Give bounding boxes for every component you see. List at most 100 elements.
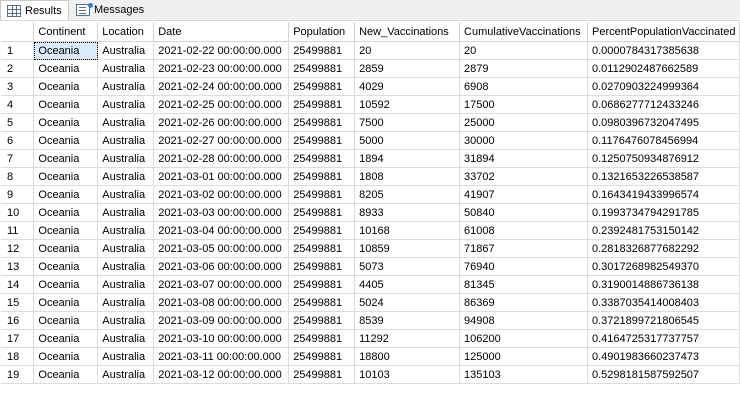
cumulative-vaccinations-cell[interactable]: 41907	[459, 185, 588, 204]
table-row[interactable]: 17 Oceania Australia 2021-03-10 00:00:00.00…	[1, 329, 740, 348]
continent-cell[interactable]: Oceania	[33, 95, 99, 114]
table-row[interactable]: 6 Oceania Australia 2021-02-27 00:00:00.000…	[1, 131, 740, 150]
continent-cell[interactable]: Oceania	[33, 113, 99, 132]
population-cell[interactable]: 25499881	[288, 41, 356, 60]
continent-cell[interactable]: Oceania	[33, 149, 99, 168]
percent-vaccinated-cell[interactable]: 0.1176476078456994	[587, 131, 740, 150]
new-vaccinations-cell[interactable]: 5024	[354, 293, 461, 312]
table-row[interactable]: 8 Oceania Australia 2021-03-01 00:00:00.000…	[1, 167, 740, 186]
continent-cell[interactable]: Oceania	[33, 239, 99, 258]
percent-vaccinated-cell[interactable]: 0.3017268982549370	[587, 257, 740, 276]
location-cell[interactable]: Australia	[97, 41, 155, 60]
date-cell[interactable]: 2021-02-24 00:00:00.000	[153, 77, 290, 96]
population-cell[interactable]: 25499881	[288, 149, 356, 168]
date-cell[interactable]: 2021-03-01 00:00:00.000	[153, 167, 290, 186]
cumulative-vaccinations-cell[interactable]: 125000	[459, 347, 588, 366]
location-cell[interactable]: Australia	[97, 149, 155, 168]
population-cell[interactable]: 25499881	[288, 293, 356, 312]
cumulative-vaccinations-cell[interactable]: 86369	[459, 293, 588, 312]
percent-vaccinated-cell[interactable]: 0.2392481753150142	[587, 221, 740, 240]
continent-cell[interactable]: Oceania	[33, 275, 99, 294]
location-cell[interactable]: Australia	[97, 185, 155, 204]
continent-cell[interactable]: Oceania	[33, 167, 99, 186]
row-number[interactable]: 5	[1, 113, 35, 132]
cumulative-vaccinations-cell[interactable]: 106200	[459, 329, 588, 348]
row-number[interactable]: 19	[1, 365, 35, 384]
new-vaccinations-cell[interactable]: 10168	[354, 221, 461, 240]
table-row[interactable]: 12 Oceania Australia 2021-03-05 00:00:00.00…	[1, 239, 740, 258]
percent-vaccinated-cell[interactable]: 0.0980396732047495	[587, 113, 740, 132]
column-header-location[interactable]: Location	[97, 22, 155, 42]
continent-cell[interactable]: Oceania	[33, 185, 99, 204]
date-cell[interactable]: 2021-03-03 00:00:00.000	[153, 203, 290, 222]
population-cell[interactable]: 25499881	[288, 185, 356, 204]
row-number[interactable]: 8	[1, 167, 35, 186]
continent-cell[interactable]: Oceania	[33, 347, 99, 366]
row-number[interactable]: 12	[1, 239, 35, 258]
row-number[interactable]: 1	[1, 41, 35, 60]
new-vaccinations-cell[interactable]: 10592	[354, 95, 461, 114]
cumulative-vaccinations-cell[interactable]: 17500	[459, 95, 588, 114]
table-row[interactable]: 15 Oceania Australia 2021-03-08 00:00:00.00…	[1, 293, 740, 312]
row-number[interactable]: 6	[1, 131, 35, 150]
percent-vaccinated-cell[interactable]: 0.2818326877682292	[587, 239, 740, 258]
date-cell[interactable]: 2021-03-04 00:00:00.000	[153, 221, 290, 240]
cumulative-vaccinations-cell[interactable]: 50840	[459, 203, 588, 222]
date-cell[interactable]: 2021-03-10 00:00:00.000	[153, 329, 290, 348]
row-number[interactable]: 15	[1, 293, 35, 312]
new-vaccinations-cell[interactable]: 20	[354, 41, 461, 60]
new-vaccinations-cell[interactable]: 5000	[354, 131, 461, 150]
cumulative-vaccinations-cell[interactable]: 30000	[459, 131, 588, 150]
tab-results[interactable]: Results	[0, 0, 69, 20]
location-cell[interactable]: Australia	[97, 311, 155, 330]
continent-cell[interactable]: Oceania	[33, 203, 99, 222]
row-number[interactable]: 2	[1, 59, 35, 78]
percent-vaccinated-cell[interactable]: 0.4901983660237473	[587, 347, 740, 366]
continent-cell[interactable]: Oceania	[33, 311, 99, 330]
continent-cell[interactable]: Oceania	[33, 77, 99, 96]
row-number[interactable]: 13	[1, 257, 35, 276]
percent-vaccinated-cell[interactable]: 0.3387035414008403	[587, 293, 740, 312]
cumulative-vaccinations-cell[interactable]: 2879	[459, 59, 588, 78]
continent-cell[interactable]: Oceania	[33, 59, 99, 78]
percent-vaccinated-cell[interactable]: 0.0686277712433246	[587, 95, 740, 114]
new-vaccinations-cell[interactable]: 18800	[354, 347, 461, 366]
new-vaccinations-cell[interactable]: 8933	[354, 203, 461, 222]
date-cell[interactable]: 2021-02-26 00:00:00.000	[153, 113, 290, 132]
date-cell[interactable]: 2021-03-12 00:00:00.000	[153, 365, 290, 384]
population-cell[interactable]: 25499881	[288, 77, 356, 96]
population-cell[interactable]: 25499881	[288, 347, 356, 366]
row-number[interactable]: 14	[1, 275, 35, 294]
percent-vaccinated-cell[interactable]: 0.1993734794291785	[587, 203, 740, 222]
continent-cell[interactable]: Oceania	[33, 257, 99, 276]
continent-cell[interactable]: Oceania	[33, 293, 99, 312]
table-row[interactable]: 11 Oceania Australia 2021-03-04 00:00:00.00…	[1, 221, 740, 240]
date-cell[interactable]: 2021-02-28 00:00:00.000	[153, 149, 290, 168]
corner-cell[interactable]	[1, 22, 35, 42]
location-cell[interactable]: Australia	[97, 257, 155, 276]
percent-vaccinated-cell[interactable]: 0.0112902487662589	[587, 59, 740, 78]
date-cell[interactable]: 2021-03-06 00:00:00.000	[153, 257, 290, 276]
table-row[interactable]: 18 Oceania Australia 2021-03-11 00:00:00.00…	[1, 347, 740, 366]
cumulative-vaccinations-cell[interactable]: 94908	[459, 311, 588, 330]
column-header-population[interactable]: Population	[288, 22, 356, 42]
new-vaccinations-cell[interactable]: 10859	[354, 239, 461, 258]
row-number[interactable]: 7	[1, 149, 35, 168]
table-row[interactable]: 16 Oceania Australia 2021-03-09 00:00:00.00…	[1, 311, 740, 330]
location-cell[interactable]: Australia	[97, 77, 155, 96]
location-cell[interactable]: Australia	[97, 167, 155, 186]
new-vaccinations-cell[interactable]: 7500	[354, 113, 461, 132]
row-number[interactable]: 16	[1, 311, 35, 330]
cumulative-vaccinations-cell[interactable]: 76940	[459, 257, 588, 276]
date-cell[interactable]: 2021-03-02 00:00:00.000	[153, 185, 290, 204]
table-row[interactable]: 9 Oceania Australia 2021-03-02 00:00:00.000…	[1, 185, 740, 204]
results-grid[interactable]: Continent Location Date Population New_V…	[1, 22, 740, 408]
location-cell[interactable]: Australia	[97, 275, 155, 294]
location-cell[interactable]: Australia	[97, 293, 155, 312]
population-cell[interactable]: 25499881	[288, 311, 356, 330]
percent-vaccinated-cell[interactable]: 0.1321653226538587	[587, 167, 740, 186]
continent-cell[interactable]: Oceania	[33, 329, 99, 348]
table-row[interactable]: 13 Oceania Australia 2021-03-06 00:00:00.00…	[1, 257, 740, 276]
location-cell[interactable]: Australia	[97, 239, 155, 258]
percent-vaccinated-cell[interactable]: 0.1250750934876912	[587, 149, 740, 168]
